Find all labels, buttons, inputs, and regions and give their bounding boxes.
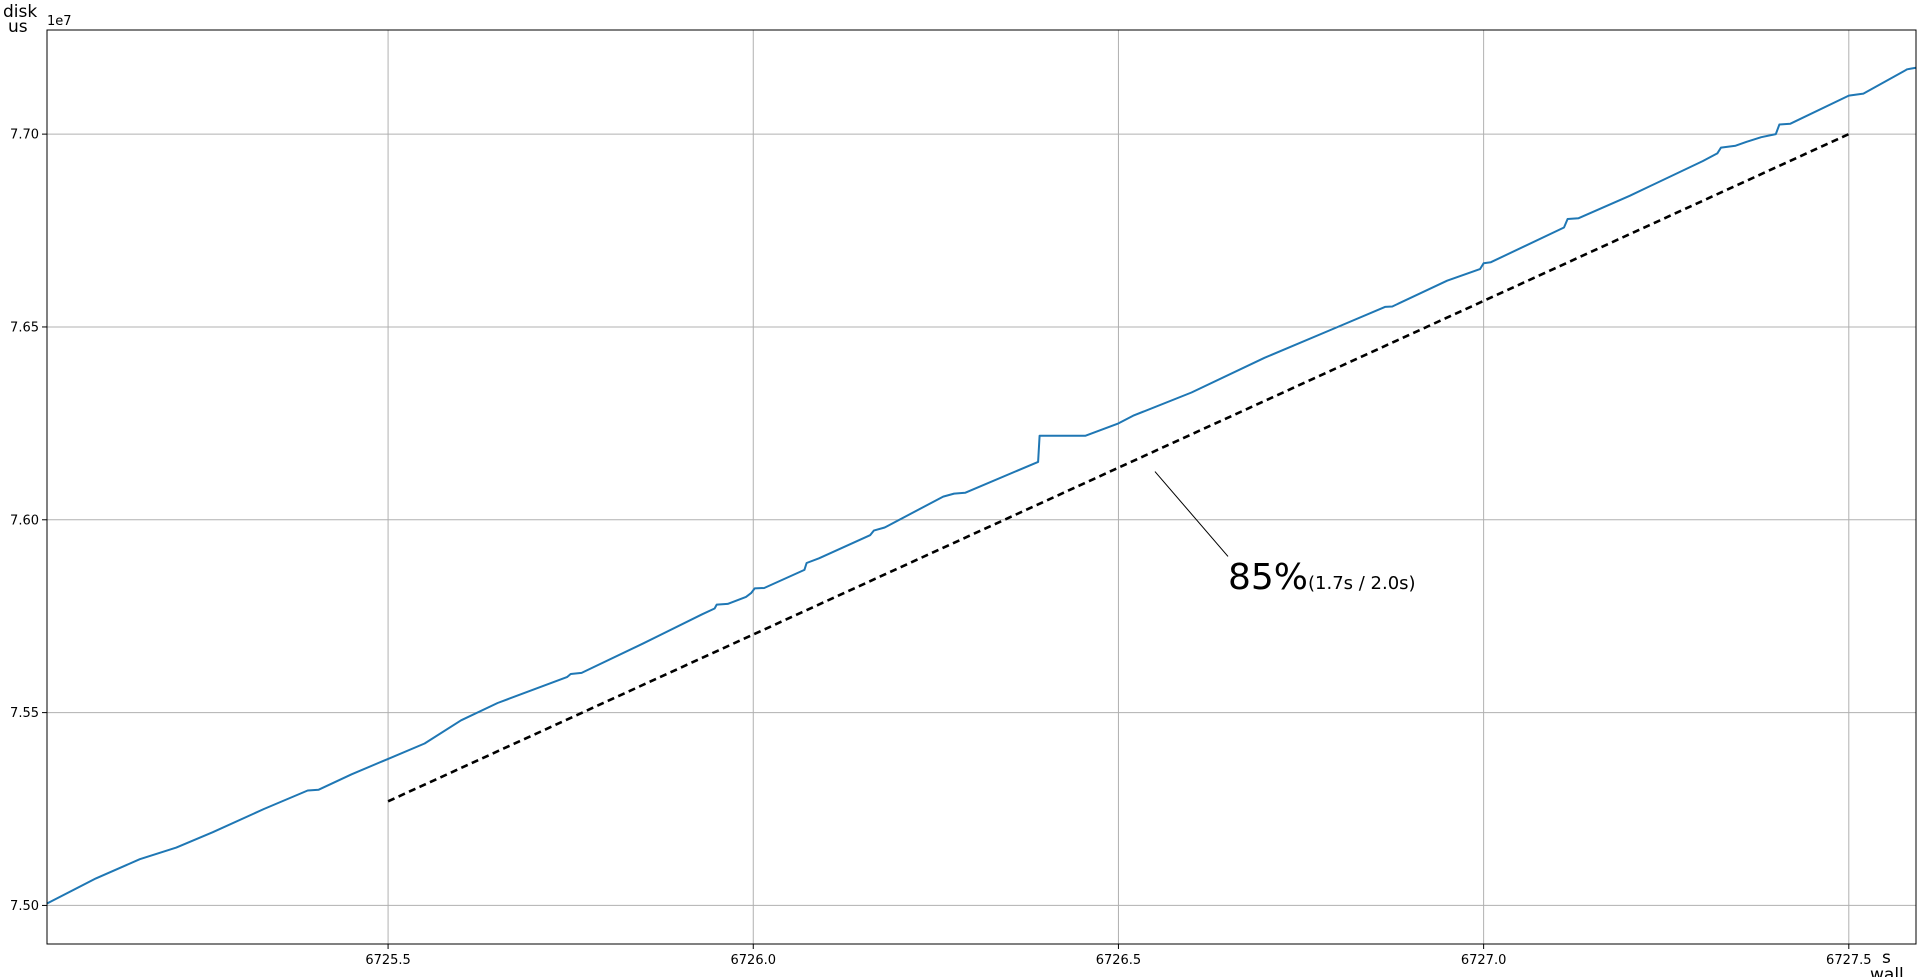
reference-line <box>387 132 1850 803</box>
annotation-text: 85%(1.7s / 2.0s) <box>1228 557 1416 598</box>
annotation-pointer <box>1154 471 1229 557</box>
x-tick-label: 6726.5 <box>1096 953 1142 968</box>
y-axis-ticks: 7.50 7.55 7.60 7.65 7.70 <box>10 128 47 914</box>
y-axis-label: disk <box>3 2 37 22</box>
y-tick-label: 7.60 <box>10 513 39 528</box>
grid-lines <box>47 30 1916 944</box>
annotation-percent: 85% <box>1228 557 1308 598</box>
x-tick-label: 6726.0 <box>731 953 777 968</box>
y-offset-text: 1e7 <box>47 14 72 29</box>
y-tick-label: 7.55 <box>10 706 39 721</box>
plot-frame <box>46 29 1917 945</box>
series-layer <box>46 66 1917 905</box>
x-axis-ticks: 6725.5 6726.0 6726.5 6727.0 6727.5 <box>365 944 1872 968</box>
x-axis-label: wall <box>1870 965 1904 977</box>
x-axis-unit: s <box>1882 948 1891 968</box>
y-tick-label: 7.50 <box>10 899 39 914</box>
y-axis-unit: us <box>8 17 28 37</box>
x-tick-label: 6725.5 <box>365 953 411 968</box>
y-tick-label: 7.70 <box>10 128 39 143</box>
x-tick-label: 6727.0 <box>1461 953 1507 968</box>
series-line <box>46 66 1917 905</box>
x-tick-label: 6727.5 <box>1826 953 1872 968</box>
annotation-detail: (1.7s / 2.0s) <box>1308 573 1416 594</box>
y-tick-label: 7.65 <box>10 320 39 335</box>
annotation-layer: 85%(1.7s / 2.0s) <box>1154 471 1416 598</box>
